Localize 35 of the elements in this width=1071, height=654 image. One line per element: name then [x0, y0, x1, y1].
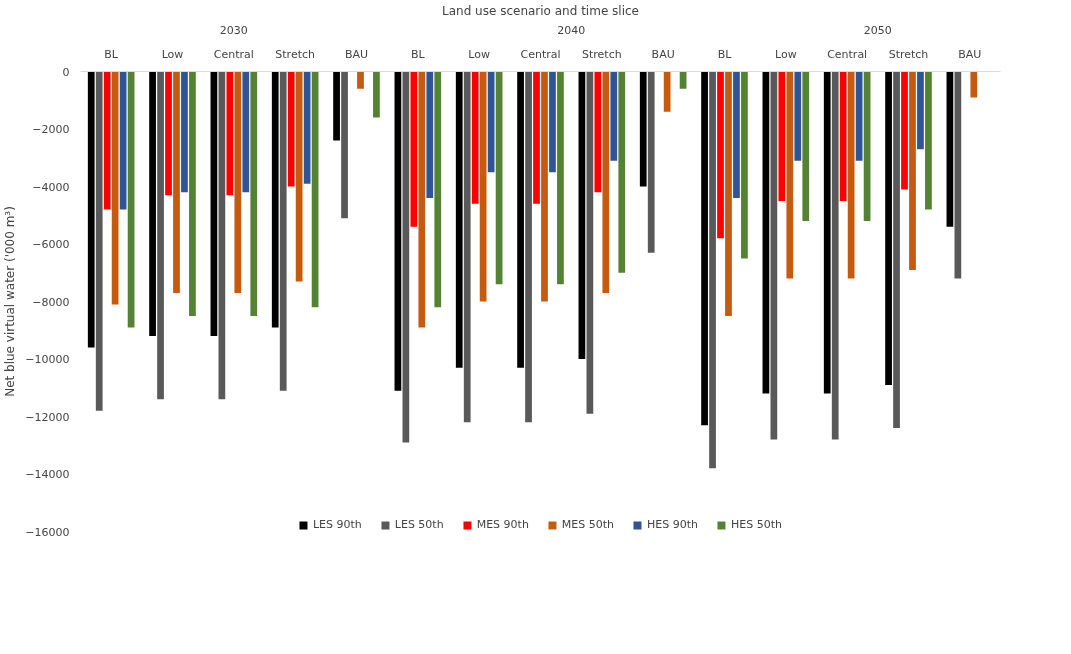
- legend-label: MES 90th: [476, 518, 529, 531]
- legend-label: HES 50th: [731, 518, 783, 531]
- x-tick-label: Central: [827, 47, 868, 61]
- y-tick-label: −2000: [32, 123, 70, 136]
- x-tick-label: Stretch: [888, 47, 929, 61]
- x-tick-label: Low: [161, 47, 184, 61]
- legend-label: HES 90th: [647, 518, 699, 531]
- x-tick-label: BAU: [344, 47, 369, 61]
- y-axis-title: Net blue virtual water ('000 m³): [3, 206, 18, 397]
- x-tick-label: BAU: [958, 47, 982, 61]
- x-tick-label: BL: [104, 47, 119, 61]
- y-tick-label: −6000: [32, 238, 70, 251]
- y-tick-label: −8000: [32, 295, 70, 309]
- x-axis-title: Land use scenario and time slice: [442, 3, 639, 18]
- x-tick-label: Central: [213, 47, 254, 61]
- text: 2030: [219, 23, 248, 37]
- text: 2040: [557, 23, 586, 37]
- x-tick-label: Stretch: [275, 47, 316, 61]
- x-tick-label: BL: [411, 47, 426, 61]
- x-tick-label: Low: [468, 47, 491, 61]
- y-tick-label: −14000: [25, 468, 70, 481]
- legend-label: LES 50th: [394, 518, 444, 531]
- y-tick-label: −4000: [32, 180, 70, 194]
- y-tick-label: −12000: [25, 410, 70, 424]
- x-tick-label: Stretch: [582, 47, 622, 61]
- x-tick-label: Low: [775, 47, 797, 61]
- x-tick-label: Central: [520, 47, 561, 61]
- text: 2050: [863, 23, 892, 37]
- y-tick-label: 0: [62, 65, 70, 79]
- legend-label: LES 90th: [312, 518, 362, 531]
- y-tick-label: −10000: [25, 353, 70, 366]
- x-tick-label: BL: [717, 47, 733, 61]
- legend-label: MES 50th: [561, 518, 615, 531]
- y-tick-label: −16000: [25, 525, 70, 539]
- x-tick-label: BAU: [651, 47, 675, 61]
